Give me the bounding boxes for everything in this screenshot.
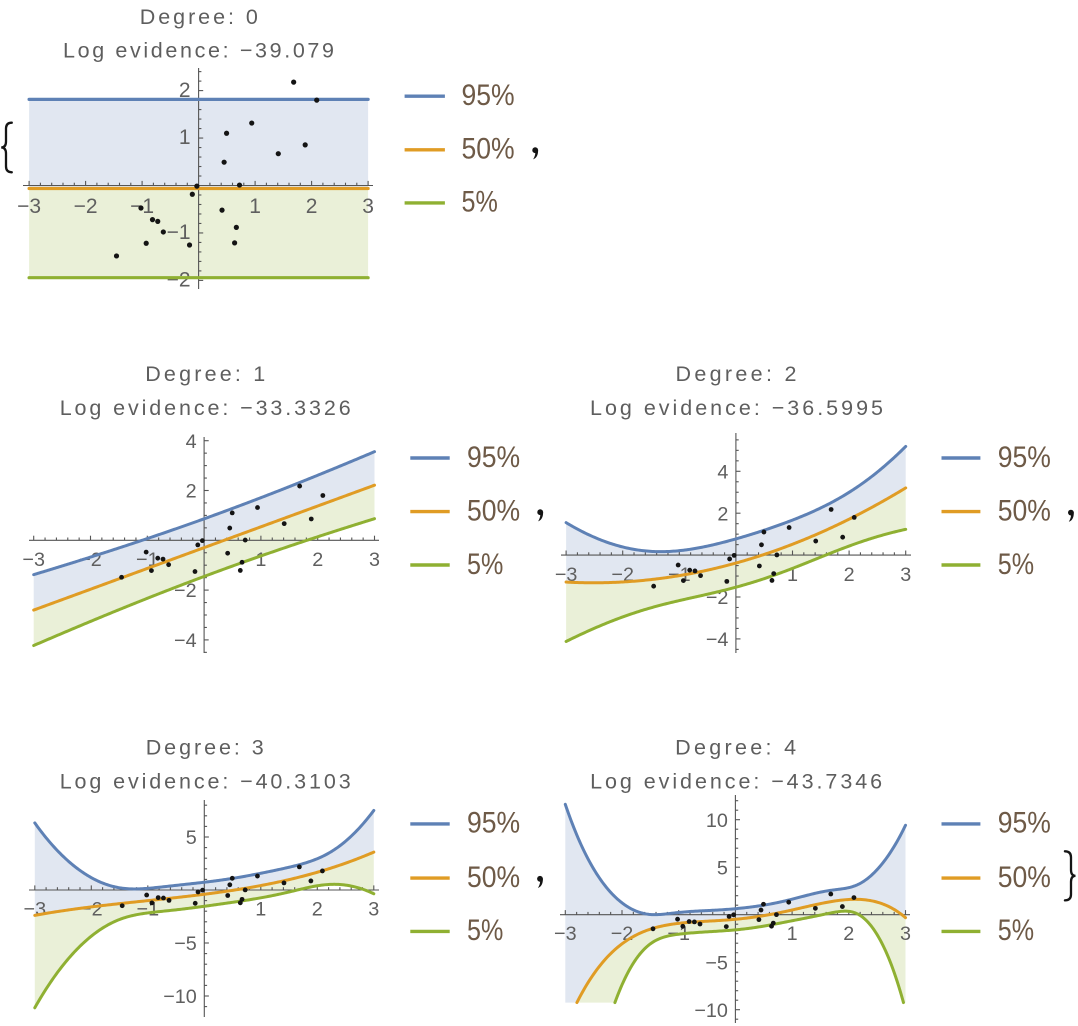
svg-text:50%: 50% bbox=[462, 133, 515, 166]
svg-text:10: 10 bbox=[706, 810, 728, 832]
svg-text:−4: −4 bbox=[174, 630, 197, 652]
svg-text:−5: −5 bbox=[174, 933, 197, 955]
svg-text:2: 2 bbox=[844, 564, 855, 586]
svg-text:−3: −3 bbox=[555, 564, 578, 586]
svg-text:1: 1 bbox=[255, 549, 266, 571]
svg-text:5%: 5% bbox=[998, 548, 1034, 581]
svg-text:−1: −1 bbox=[167, 221, 191, 244]
svg-text:2: 2 bbox=[306, 195, 318, 218]
svg-text:50%: 50% bbox=[998, 494, 1051, 527]
svg-text:5: 5 bbox=[717, 857, 728, 879]
svg-text:1: 1 bbox=[787, 923, 798, 945]
svg-text:50%: 50% bbox=[998, 861, 1051, 894]
svg-text:4: 4 bbox=[717, 461, 728, 483]
svg-text:2: 2 bbox=[717, 503, 728, 525]
svg-text:2: 2 bbox=[186, 481, 197, 503]
svg-text:−3: −3 bbox=[17, 195, 41, 218]
svg-text:2: 2 bbox=[312, 549, 323, 571]
svg-text:5: 5 bbox=[186, 827, 197, 849]
svg-text:1: 1 bbox=[255, 899, 266, 921]
svg-text:3: 3 bbox=[362, 195, 374, 218]
svg-text:−2: −2 bbox=[80, 899, 103, 921]
svg-text:3: 3 bbox=[369, 549, 380, 571]
svg-text:−2: −2 bbox=[167, 269, 191, 292]
svg-text:5%: 5% bbox=[462, 186, 498, 219]
svg-text:Log evidence: −39.079: Log evidence: −39.079 bbox=[63, 39, 334, 63]
svg-text:−5: −5 bbox=[705, 952, 728, 974]
svg-text:Degree: 3: Degree: 3 bbox=[146, 736, 264, 760]
svg-text:−4: −4 bbox=[706, 629, 729, 651]
svg-text:1: 1 bbox=[787, 564, 798, 586]
svg-text:3: 3 bbox=[368, 899, 379, 921]
svg-text:−10: −10 bbox=[163, 986, 197, 1008]
svg-text:95%: 95% bbox=[998, 441, 1051, 474]
svg-text:2: 2 bbox=[843, 923, 854, 945]
svg-text:50%: 50% bbox=[467, 494, 520, 527]
svg-text:95%: 95% bbox=[462, 79, 515, 112]
svg-text:−10: −10 bbox=[694, 1000, 728, 1022]
svg-text:1: 1 bbox=[179, 126, 191, 149]
svg-text:−3: −3 bbox=[554, 923, 577, 945]
svg-text:2: 2 bbox=[179, 79, 191, 102]
svg-text:95%: 95% bbox=[467, 807, 520, 840]
svg-text:95%: 95% bbox=[467, 441, 520, 474]
svg-text:3: 3 bbox=[900, 923, 911, 945]
svg-text:Degree: 0: Degree: 0 bbox=[140, 5, 258, 29]
svg-text:−2: −2 bbox=[74, 195, 98, 218]
svg-text:Degree: 4: Degree: 4 bbox=[675, 736, 796, 760]
svg-text:3: 3 bbox=[900, 564, 911, 586]
svg-text:1: 1 bbox=[249, 195, 261, 218]
svg-text:−3: −3 bbox=[24, 899, 47, 921]
svg-text:2: 2 bbox=[312, 899, 323, 921]
svg-text:−2: −2 bbox=[611, 923, 634, 945]
svg-text:Degree: 1: Degree: 1 bbox=[145, 362, 265, 386]
svg-text:4: 4 bbox=[186, 431, 197, 453]
svg-text:Degree: 2: Degree: 2 bbox=[676, 362, 797, 386]
svg-text:−3: −3 bbox=[22, 549, 45, 571]
svg-text:5%: 5% bbox=[998, 914, 1034, 947]
svg-text:5%: 5% bbox=[467, 548, 503, 581]
svg-text:5%: 5% bbox=[467, 914, 503, 947]
svg-text:50%: 50% bbox=[467, 861, 520, 894]
svg-text:95%: 95% bbox=[998, 807, 1051, 840]
